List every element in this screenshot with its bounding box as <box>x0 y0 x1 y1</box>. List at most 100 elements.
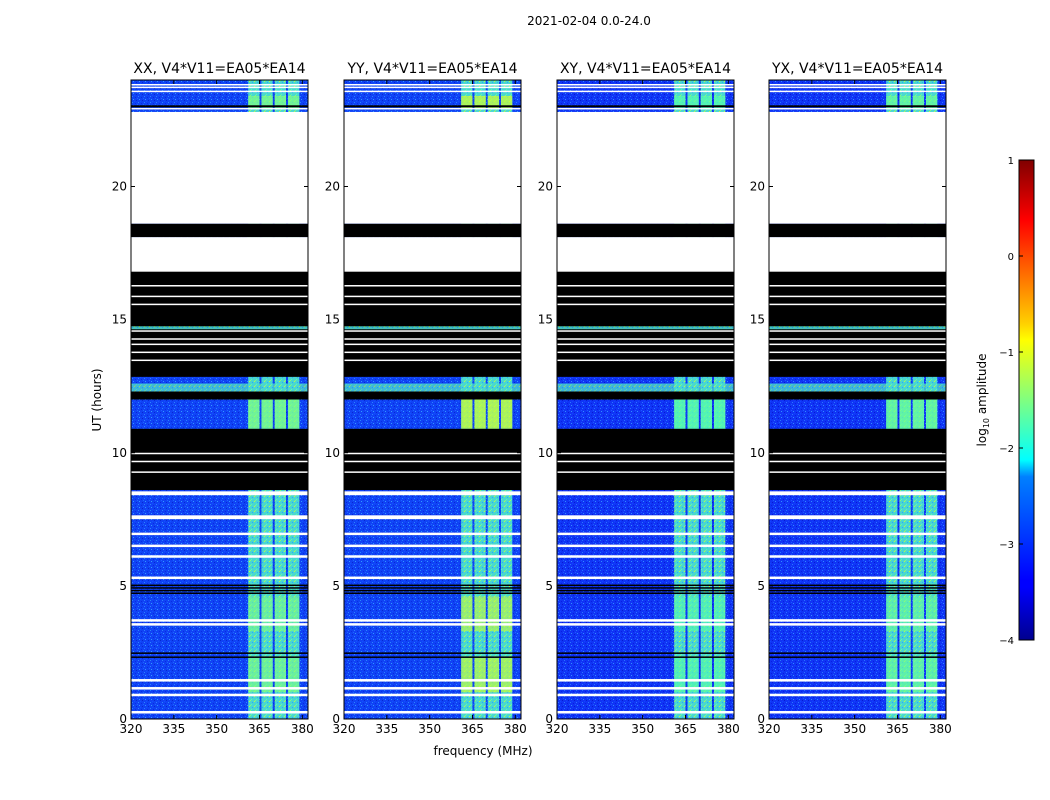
band-hot-cell <box>912 95 925 110</box>
band-hot-cell <box>899 95 911 110</box>
flag-separator <box>344 452 521 455</box>
band-hot-cell <box>487 596 500 632</box>
flag-separator <box>769 105 946 108</box>
flag-separator <box>769 592 946 595</box>
band-hot-cell <box>461 657 473 693</box>
flagged-block <box>131 270 308 377</box>
flag-separator <box>769 107 946 110</box>
band-hot-cell <box>288 95 300 110</box>
flag-separator <box>131 656 308 658</box>
band-hot-cell <box>886 596 898 632</box>
x-axis-label: frequency (MHz) <box>433 744 532 758</box>
band-hot-cell <box>487 657 500 693</box>
time-gap <box>344 576 521 580</box>
time-gap <box>769 555 946 558</box>
time-gap <box>769 619 946 622</box>
x-tick-label: 320 <box>120 722 143 736</box>
flag-separator <box>131 295 308 298</box>
colorbar-tick-label: 1 <box>1008 156 1014 167</box>
y-tick-label: 5 <box>119 579 127 593</box>
x-tick-label: 380 <box>504 722 527 736</box>
flagged-block <box>769 391 946 400</box>
time-gap <box>344 515 521 518</box>
colorbar-label: log10 amplitude <box>975 354 991 447</box>
flagged-block <box>131 428 308 491</box>
band-hot-cell <box>899 399 911 429</box>
flag-separator <box>769 656 946 658</box>
band-hot-cell <box>912 399 925 429</box>
blank-gap <box>769 237 946 272</box>
x-tick-label: 335 <box>800 722 823 736</box>
time-gap <box>557 693 734 697</box>
time-gap <box>557 492 734 496</box>
flag-separator <box>131 105 308 108</box>
time-gap <box>557 532 734 536</box>
flag-separator <box>769 452 946 455</box>
band-hot-cell <box>274 596 287 632</box>
time-gap <box>344 532 521 536</box>
flag-separator <box>557 460 734 463</box>
band-hot-cell <box>687 95 699 110</box>
flag-separator <box>557 592 734 595</box>
panel: XY, V4*V11=EA05*EA14 320 335 350 365 380 0 5 10 1… <box>538 61 740 736</box>
data-strip <box>769 383 946 392</box>
flag-separator <box>557 343 734 346</box>
flag-separator <box>344 330 521 332</box>
flag-separator <box>344 584 521 587</box>
time-gap <box>344 491 521 494</box>
time-gap <box>131 555 308 558</box>
flag-separator <box>344 83 521 86</box>
band-hot-cell <box>261 399 273 429</box>
time-gap <box>769 693 946 697</box>
band-hot-cell <box>261 657 273 693</box>
axes-frame <box>130 79 309 720</box>
x-tick-label: 380 <box>717 722 740 736</box>
x-tick-label: 335 <box>588 722 611 736</box>
data-strip <box>131 383 308 392</box>
time-gap <box>131 516 308 520</box>
flag-separator <box>131 589 308 592</box>
flag-separator <box>131 452 308 455</box>
flag-separator <box>344 295 521 298</box>
time-gap <box>557 679 734 682</box>
flag-separator <box>344 587 521 589</box>
band-hot-cell <box>926 596 938 632</box>
flag-separator <box>557 589 734 592</box>
data-strip <box>344 326 521 330</box>
time-gap <box>131 532 308 536</box>
flag-separator <box>557 338 734 340</box>
colorbar-gradient <box>1018 159 1035 641</box>
y-tick-label: 5 <box>332 579 340 593</box>
band-hot-cell <box>461 596 473 632</box>
flag-separator <box>344 351 521 354</box>
data-strip <box>131 326 308 330</box>
flag-separator <box>769 90 946 93</box>
blank-gap <box>131 111 308 224</box>
band-hot-cell <box>674 596 686 632</box>
flagged-block <box>769 428 946 491</box>
time-gap <box>344 555 521 558</box>
flag-separator <box>131 90 308 93</box>
flag-separator <box>344 285 521 287</box>
time-gap <box>769 492 946 496</box>
time-gap <box>344 516 521 520</box>
time-gap <box>344 711 521 714</box>
band-hot-cell <box>899 596 911 632</box>
time-gap <box>131 693 308 697</box>
band-hot-cell <box>700 657 713 693</box>
time-gap <box>557 515 734 518</box>
flagged-block <box>344 270 521 377</box>
band-hot-cell <box>474 399 486 429</box>
time-gap <box>131 711 308 714</box>
flag-separator <box>557 351 734 354</box>
blank-gap <box>769 111 946 224</box>
time-gap <box>131 492 308 496</box>
flag-separator <box>344 303 521 306</box>
band-hot-cell <box>912 657 925 693</box>
flag-separator <box>557 471 734 473</box>
flag-separator <box>557 587 734 589</box>
time-gap <box>557 491 734 494</box>
time-gap <box>769 515 946 518</box>
time-gap <box>131 679 308 682</box>
time-gap <box>769 491 946 494</box>
